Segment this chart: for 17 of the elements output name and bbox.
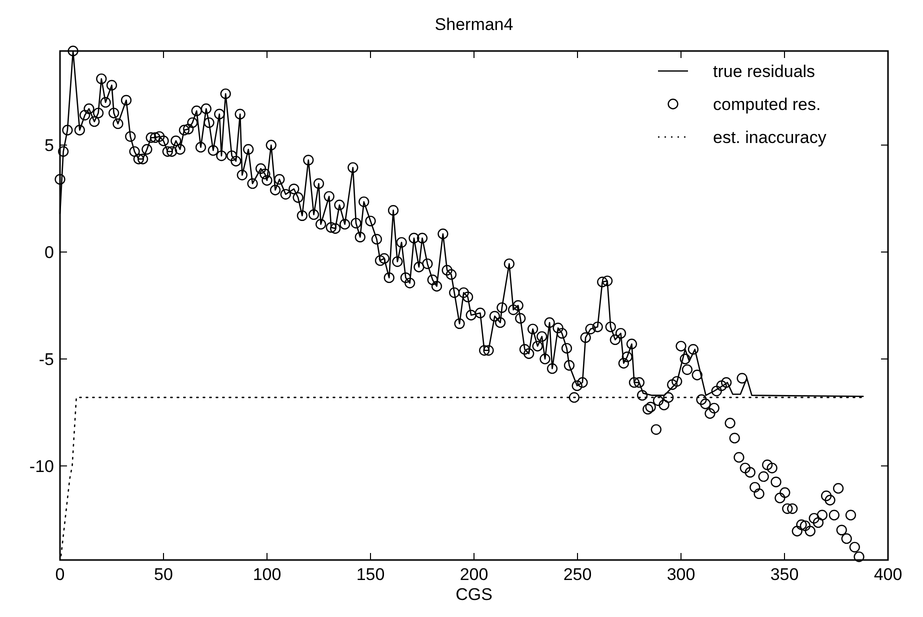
- x-tick-label: 350: [770, 565, 799, 584]
- chart-title: Sherman4: [434, 15, 514, 34]
- x-tick-label: 250: [563, 565, 592, 584]
- y-tick-label: 5: [44, 136, 54, 156]
- legend-label: computed res.: [713, 95, 821, 114]
- x-tick-label: 150: [356, 565, 385, 584]
- x-tick-label: 400: [874, 565, 902, 584]
- x-tick-label: 200: [460, 565, 488, 584]
- x-tick-label: 50: [154, 565, 173, 584]
- legend-label: est. inaccuracy: [713, 128, 827, 147]
- y-tick-label: -5: [38, 350, 54, 369]
- x-axis-title: CGS: [456, 585, 492, 604]
- legend-label: true residuals: [713, 62, 816, 81]
- y-tick-label: 0: [44, 243, 54, 262]
- x-tick-label: 300: [666, 565, 696, 584]
- y-tick-label: -10: [29, 456, 54, 476]
- x-tick-label: 100: [252, 565, 282, 584]
